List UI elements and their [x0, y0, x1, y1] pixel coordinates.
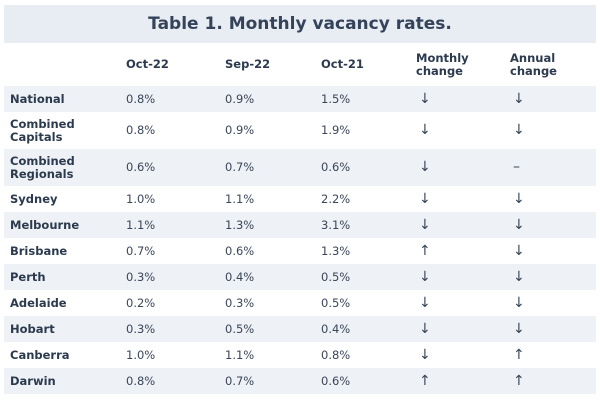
- monthly-change-arrow: ↑: [419, 372, 431, 389]
- monthly-change-arrow: ↓: [419, 122, 431, 138]
- monthly-change-arrow: ↓: [419, 346, 431, 363]
- sep22-cell: 1.1%: [225, 347, 255, 362]
- monthly-change-arrow: ↓: [419, 90, 431, 107]
- sep22-cell: 0.6%: [225, 243, 255, 258]
- sep22-cell: 0.5%: [225, 321, 255, 336]
- oct22-cell: 1.1%: [126, 217, 156, 232]
- table-row: National 0.8% 0.9% 1.5% ↓ ↓: [4, 86, 596, 112]
- table-row: Canberra 1.0% 1.1% 0.8% ↓ ↑: [4, 342, 596, 368]
- oct22-cell: 0.3%: [126, 321, 156, 336]
- monthly-change-arrow: ↓: [419, 190, 431, 207]
- annual-change-arrow: ↓: [513, 216, 525, 233]
- vacancy-rates-table: Oct-22 Sep-22 Oct-21 Monthly change Annu…: [4, 43, 596, 394]
- region-cell: Sydney: [10, 191, 58, 206]
- oct21-cell: 0.4%: [321, 321, 351, 336]
- table-row: Brisbane 0.7% 0.6% 1.3% ↑ ↓: [4, 238, 596, 264]
- oct22-cell: 0.8%: [126, 91, 156, 106]
- table-row: Adelaide 0.2% 0.3% 0.5% ↓ ↓: [4, 290, 596, 316]
- sep22-cell: 0.9%: [225, 91, 255, 106]
- oct21-cell: 2.2%: [321, 191, 351, 206]
- oct21-cell: 0.6%: [321, 373, 351, 388]
- table-row: Hobart 0.3% 0.5% 0.4% ↓ ↓: [4, 316, 596, 342]
- annual-change-arrow: ↓: [513, 294, 525, 311]
- oct22-cell: 0.7%: [126, 243, 156, 258]
- region-cell: National: [10, 91, 65, 106]
- sep22-cell: 0.7%: [225, 373, 255, 388]
- monthly-change-arrow: ↓: [419, 268, 431, 285]
- oct21-cell: 0.8%: [321, 347, 351, 362]
- annual-change-arrow: ↑: [513, 372, 525, 389]
- oct22-cell: 1.0%: [126, 347, 156, 362]
- column-header-annual-change: Annual change: [510, 50, 557, 78]
- region-cell: Melbourne: [10, 217, 80, 232]
- column-header-oct22: Oct-22: [126, 57, 169, 71]
- annual-change-arrow: ↓: [513, 122, 525, 138]
- oct21-cell: 0.5%: [321, 269, 351, 284]
- annual-change-arrow: ↓: [513, 190, 525, 207]
- oct22-cell: 0.8%: [126, 373, 156, 388]
- annual-change-arrow: ↓: [513, 242, 525, 259]
- oct21-cell: 3.1%: [321, 217, 351, 232]
- region-cell: Combined Regionals: [10, 153, 75, 181]
- annual-change-arrow: ↓: [513, 90, 525, 107]
- region-cell: Perth: [10, 269, 46, 284]
- oct21-cell: 0.5%: [321, 295, 351, 310]
- column-header-sep22: Sep-22: [225, 57, 271, 71]
- oct21-cell: 1.9%: [321, 123, 351, 137]
- region-cell: Hobart: [10, 321, 55, 336]
- oct22-cell: 0.6%: [126, 160, 156, 174]
- column-header-monthly-change: Monthly change: [416, 50, 469, 78]
- monthly-change-arrow: ↓: [419, 216, 431, 233]
- region-cell: Canberra: [10, 347, 70, 362]
- monthly-change-arrow: ↓: [419, 159, 431, 175]
- sep22-cell: 0.7%: [225, 160, 255, 174]
- region-cell: Brisbane: [10, 243, 68, 258]
- table-row: Perth 0.3% 0.4% 0.5% ↓ ↓: [4, 264, 596, 290]
- oct21-cell: 1.5%: [321, 91, 351, 106]
- column-header-oct21: Oct-21: [321, 57, 364, 71]
- table-row: Darwin 0.8% 0.7% 0.6% ↑ ↑: [4, 368, 596, 394]
- table-row: Sydney 1.0% 1.1% 2.2% ↓ ↓: [4, 186, 596, 212]
- sep22-cell: 0.3%: [225, 295, 255, 310]
- sep22-cell: 1.1%: [225, 191, 255, 206]
- sep22-cell: 1.3%: [225, 217, 255, 232]
- oct22-cell: 0.8%: [126, 123, 156, 137]
- region-cell: Adelaide: [10, 295, 67, 310]
- annual-change-arrow: –: [513, 159, 520, 175]
- oct22-cell: 1.0%: [126, 191, 156, 206]
- region-cell: Combined Capitals: [10, 116, 75, 144]
- sep22-cell: 0.9%: [225, 123, 255, 137]
- oct21-cell: 0.6%: [321, 160, 351, 174]
- oct22-cell: 0.2%: [126, 295, 156, 310]
- table-row: Combined Capitals 0.8% 0.9% 1.9% ↓ ↓: [4, 112, 596, 149]
- annual-change-arrow: ↑: [513, 346, 525, 363]
- table-row: Combined Regionals 0.6% 0.7% 0.6% ↓ –: [4, 149, 596, 186]
- table-title-band: Table 1. Monthly vacancy rates.: [4, 5, 596, 43]
- monthly-change-arrow: ↓: [419, 294, 431, 311]
- annual-change-arrow: ↓: [513, 268, 525, 285]
- sep22-cell: 0.4%: [225, 269, 255, 284]
- table-row: Melbourne 1.1% 1.3% 3.1% ↓ ↓: [4, 212, 596, 238]
- annual-change-arrow: ↓: [513, 320, 525, 337]
- oct21-cell: 1.3%: [321, 243, 351, 258]
- column-header-region: [4, 43, 120, 86]
- table-title: Table 1. Monthly vacancy rates.: [148, 14, 452, 34]
- oct22-cell: 0.3%: [126, 269, 156, 284]
- monthly-change-arrow: ↑: [419, 242, 431, 259]
- region-cell: Darwin: [10, 373, 56, 388]
- table-header-row: Oct-22 Sep-22 Oct-21 Monthly change Annu…: [4, 43, 596, 86]
- monthly-change-arrow: ↓: [419, 320, 431, 337]
